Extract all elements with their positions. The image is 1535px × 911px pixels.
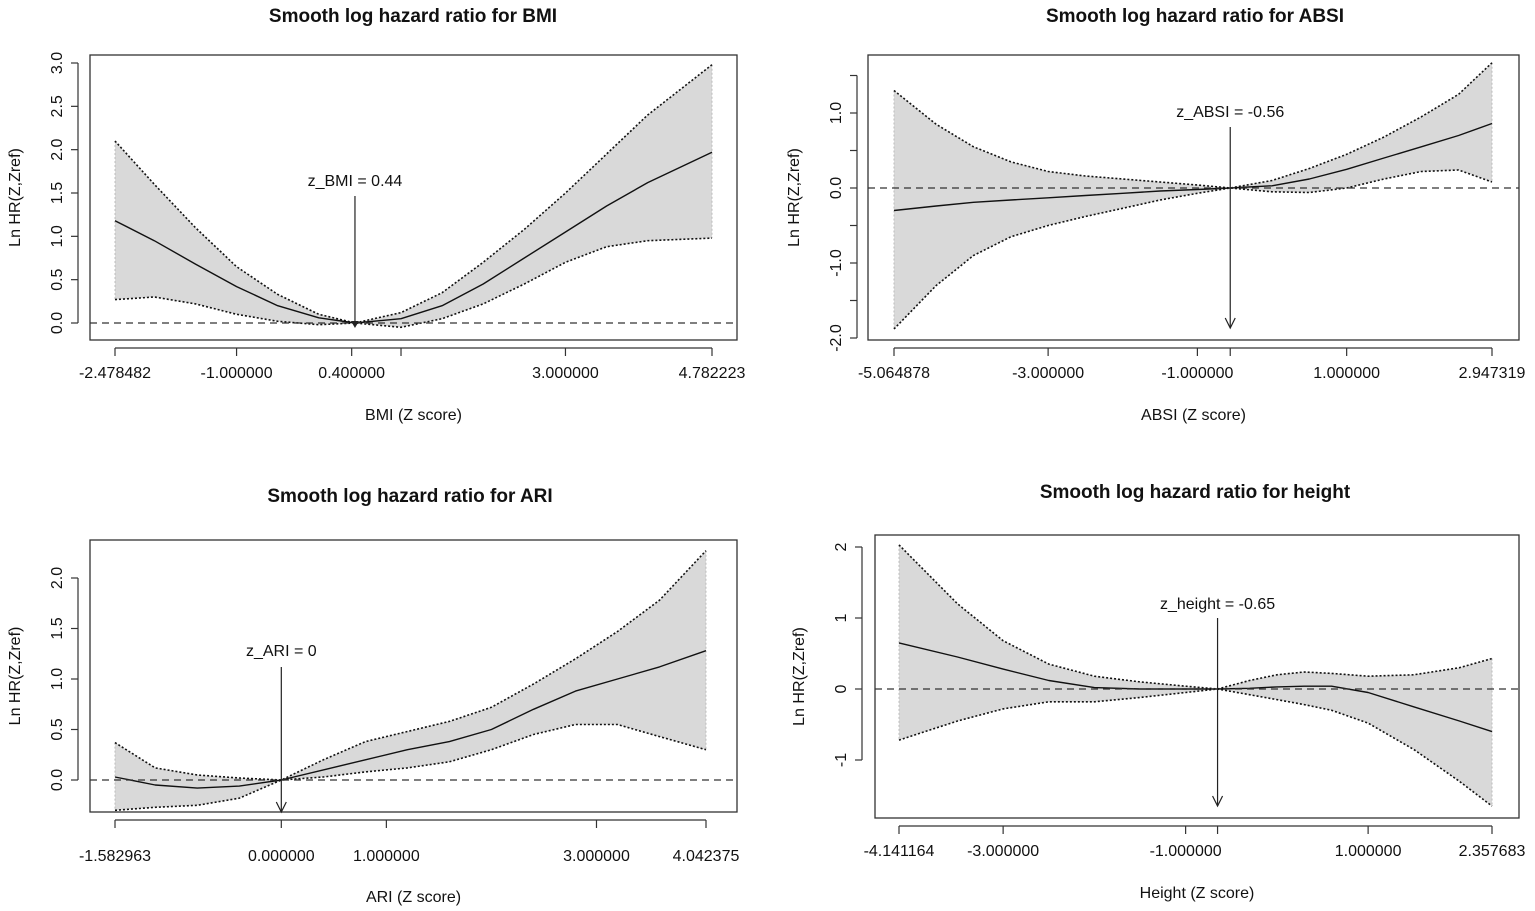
panel-4: Smooth log hazard ratio for height z_heig… [791,482,1525,902]
y-tick-label: 2 [833,542,850,551]
x-tick-label: 1.000000 [1335,843,1402,860]
reference-label: z_ARI = 0 [246,643,317,660]
lower-ci-line [893,169,1493,330]
upper-ci-line [898,544,1493,690]
y-tick-label: 2.0 [49,138,66,160]
y-tick-label: 3.0 [49,52,66,74]
fit-line [893,122,1493,212]
upper-ci-line [893,62,1493,189]
y-tick-label: -2.0 [828,324,845,352]
x-tick-label: -3.000000 [1012,365,1084,382]
plot-frame [874,534,1520,819]
x-tick-label: 2.947319 [1459,365,1526,382]
upper-ci-line [114,550,707,781]
y-tick-label: 0 [833,684,850,693]
confidence-band [115,64,712,328]
arrow-head-icon [275,801,287,814]
y-axis-label: Ln HR(Z,Zref) [791,627,808,726]
fit-line [114,151,713,324]
x-tick-label: 4.042375 [673,848,740,865]
panel-2: Smooth log hazard ratio for ABSI z_ABSI =… [786,6,1525,424]
y-tick-label: 0.5 [49,268,66,290]
y-tick-label: 1.0 [49,225,66,247]
fit-line [114,650,707,789]
chart-title: Smooth log hazard ratio for height [1040,482,1351,503]
lower-ci-line [114,237,713,329]
arrow-head-icon [1224,317,1236,330]
x-tick-label: -2.478482 [79,365,151,382]
x-tick-label: 0.400000 [318,365,385,382]
x-tick-label: 3.000000 [563,848,630,865]
confidence-band [899,544,1492,807]
confidence-band [894,62,1492,330]
y-axis-label: Ln HR(Z,Zref) [786,148,803,247]
x-axis-label: ABSI (Z score) [1141,407,1246,424]
confidence-band [115,550,706,811]
x-tick-label: -5.064878 [858,365,930,382]
y-tick-label: -1 [833,753,850,767]
x-tick-label: 1.000000 [353,848,420,865]
x-tick-label: 2.357683 [1459,843,1526,860]
lower-ci-line [114,723,707,812]
y-tick-label: 1.0 [828,102,845,124]
x-tick-label: -1.582963 [79,848,151,865]
chart-title: Smooth log hazard ratio for ABSI [1046,6,1344,27]
y-tick-label: 1 [833,613,850,622]
panel-1: Smooth log hazard ratio for BMI z_BMI = 0… [7,6,745,424]
x-tick-label: -1.000000 [1161,365,1233,382]
plot-frame [89,539,738,813]
lower-ci-line [898,688,1493,807]
plot-frame [89,54,738,341]
x-tick-label: 3.000000 [532,365,599,382]
y-tick-label: 0.5 [49,718,66,740]
arrow-head-icon [350,321,359,328]
upper-ci-line [114,64,713,324]
reference-label: z_BMI = 0.44 [308,173,403,190]
y-tick-label: 2.5 [49,95,66,117]
reference-label: z_height = -0.65 [1160,596,1275,613]
y-tick-label: 0.0 [49,312,66,334]
fit-line [898,642,1493,733]
panel-3: Smooth log hazard ratio for ARI z_ARI = 0… [7,486,739,906]
y-tick-label: 2.0 [49,567,66,589]
x-tick-label: 0.000000 [248,848,315,865]
chart-title: Smooth log hazard ratio for BMI [269,6,557,27]
x-axis-label: BMI (Z score) [365,407,462,424]
y-tick-label: 1.0 [49,668,66,690]
reference-label: z_ABSI = -0.56 [1176,104,1284,121]
x-axis-label: ARI (Z score) [366,889,461,906]
y-tick-label: 1.5 [49,617,66,639]
y-axis-label: Ln HR(Z,Zref) [7,627,24,726]
x-tick-label: -1.000000 [201,365,273,382]
y-tick-label: -1.0 [828,249,845,277]
x-tick-label: -4.141164 [864,843,935,860]
chart-title: Smooth log hazard ratio for ARI [267,486,552,507]
y-tick-label: 0.0 [828,177,845,199]
x-tick-label: 1.000000 [1313,365,1380,382]
y-axis-label: Ln HR(Z,Zref) [7,148,24,247]
plot-frame [867,54,1520,341]
arrow-head-icon [1212,795,1224,808]
x-tick-label: -3.000000 [967,843,1039,860]
x-axis-label: Height (Z score) [1140,885,1255,902]
y-tick-label: 1.5 [49,182,66,204]
y-tick-label: 0.0 [49,769,66,791]
x-tick-label: -1.000000 [1150,843,1222,860]
x-tick-label: 4.782223 [679,365,746,382]
